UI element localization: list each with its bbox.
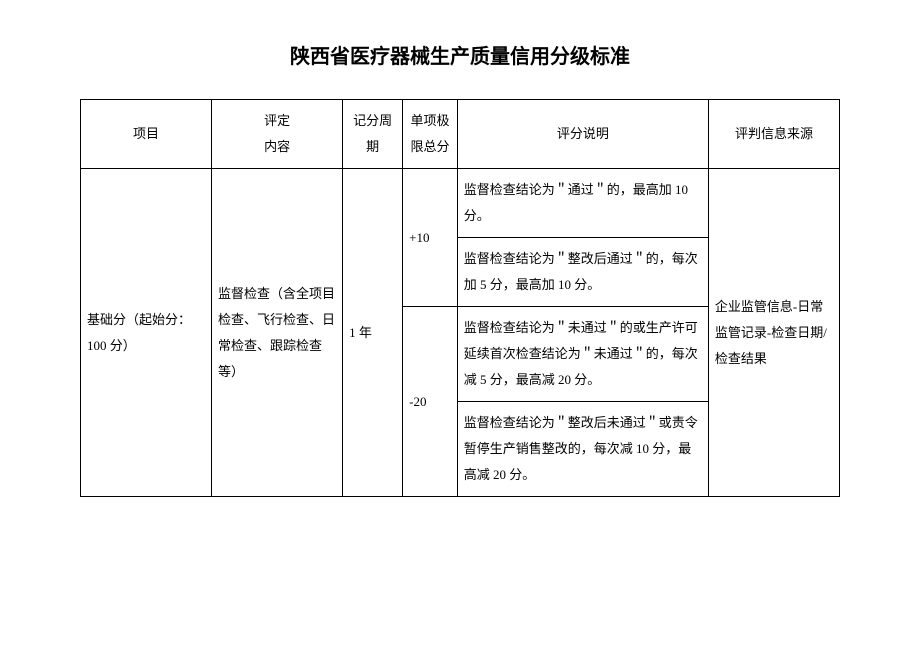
cell-item: 基础分（起始分：100 分） [81, 169, 212, 497]
table-row: 基础分（起始分：100 分） 监督检查（含全项目检查、飞行检查、日常检查、跟踪检… [81, 169, 840, 238]
header-content: 评定 内容 [212, 100, 343, 169]
cell-limit-minus: -20 [403, 307, 458, 497]
header-limit-top: 单项极 [410, 113, 449, 128]
cell-limit-plus: +10 [403, 169, 458, 307]
cell-source: 企业监管信息-日常监管记录-检查日期/检查结果 [708, 169, 839, 497]
grading-table: 项目 评定 内容 记分周期 单项极 限总分 评分说明 评判信息来源 基础分（起始… [80, 99, 840, 497]
header-source: 评判信息来源 [708, 100, 839, 169]
header-content-top: 评定 [218, 108, 336, 134]
header-limit-bottom: 限总分 [410, 139, 449, 154]
cell-period: 1 年 [343, 169, 403, 497]
cell-desc1: 监督检查结论为＂通过＂的，最高加 10 分。 [457, 169, 708, 238]
header-description: 评分说明 [457, 100, 708, 169]
header-item: 项目 [81, 100, 212, 169]
header-row: 项目 评定 内容 记分周期 单项极 限总分 评分说明 评判信息来源 [81, 100, 840, 169]
header-limit: 单项极 限总分 [403, 100, 458, 169]
header-period: 记分周期 [343, 100, 403, 169]
cell-desc3: 监督检查结论为＂未通过＂的或生产许可延续首次检查结论为＂未通过＂的，每次减 5 … [457, 307, 708, 402]
cell-desc4: 监督检查结论为＂整改后未通过＂或责令暂停生产销售整改的，每次减 10 分，最高减… [457, 402, 708, 497]
document-title: 陕西省医疗器械生产质量信用分级标准 [80, 40, 840, 69]
cell-desc2: 监督检查结论为＂整改后通过＂的，每次加 5 分，最高加 10 分。 [457, 238, 708, 307]
cell-content: 监督检查（含全项目检查、飞行检查、日常检查、跟踪检查等） [212, 169, 343, 497]
header-content-bottom: 内容 [218, 134, 336, 160]
